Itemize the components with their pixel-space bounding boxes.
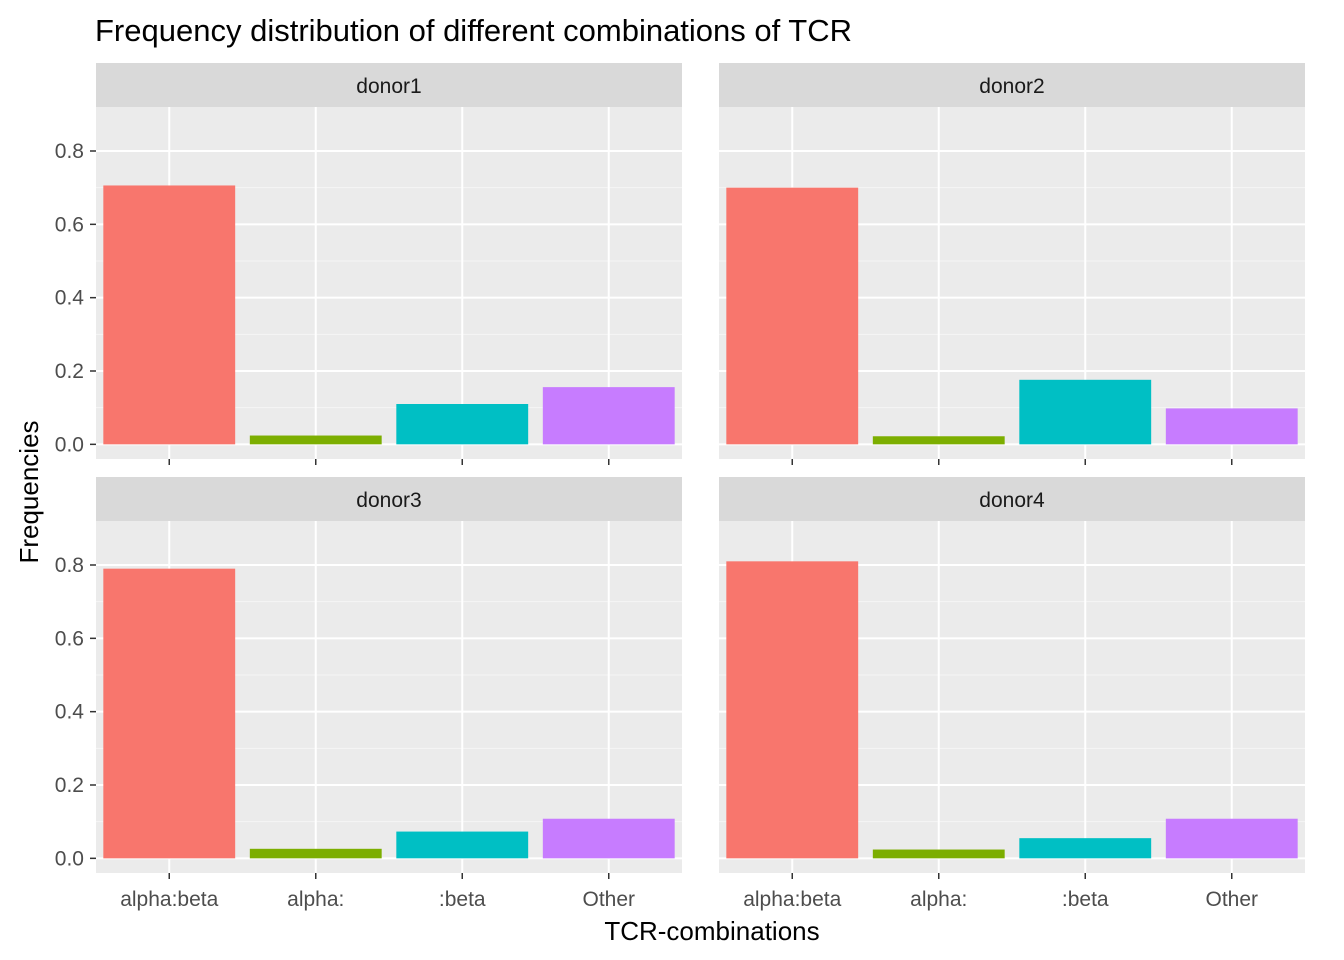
facet-panels: donor1 0.0 0.2 0.4 0.6 0.8 donor2 donor3 0.0 0.2 0… (55, 63, 1305, 911)
strip-label: donor1 (356, 75, 421, 98)
strip-label: donor3 (356, 489, 421, 512)
x-tick-label: alpha:beta (120, 888, 218, 911)
panel-donor4: donor4 alpha:beta alpha: :beta Other (719, 477, 1305, 911)
y-tick-label: 0.6 (55, 213, 84, 236)
strip-label: donor4 (979, 489, 1045, 512)
y-tick-label: 0.4 (55, 701, 85, 724)
bar-donor3-alphabeta (103, 568, 236, 859)
bar-donor2-beta (1019, 379, 1152, 445)
y-tick-label: 0.2 (55, 360, 84, 383)
panel-donor2: donor2 (719, 63, 1305, 465)
y-tick-label: 0.2 (55, 774, 84, 797)
bar-donor1-alphabeta (103, 185, 236, 445)
x-tick-label: alpha: (910, 888, 967, 911)
x-tick-label: Other (1205, 888, 1258, 911)
x-tick-label: :beta (1062, 888, 1109, 911)
bar-donor1-Other (542, 387, 675, 445)
x-axis-title: TCR-combinations (604, 916, 819, 946)
y-tick-label: 0.8 (55, 554, 84, 577)
bar-donor4-beta (1019, 838, 1152, 859)
y-tick-label: 0.4 (55, 287, 85, 310)
x-tick-label: alpha:beta (743, 888, 841, 911)
bar-donor4-Other (1165, 818, 1298, 859)
y-tick-label: 0.0 (55, 433, 84, 456)
x-tick-label: :beta (439, 888, 486, 911)
x-tick-label: Other (582, 888, 635, 911)
bar-donor2-alphabeta (726, 187, 859, 445)
bar-donor1-alpha (249, 435, 382, 445)
strip-background (96, 63, 682, 107)
bar-donor3-alpha (249, 848, 382, 859)
bar-donor4-alphabeta (726, 561, 859, 859)
strip-background (719, 63, 1305, 107)
y-axis-title: Frequencies (14, 420, 44, 563)
bar-donor3-beta (396, 831, 529, 859)
y-tick-label: 0.0 (55, 847, 84, 870)
y-tick-label: 0.8 (55, 140, 84, 163)
panel-donor1: donor1 0.0 0.2 0.4 0.6 0.8 (55, 63, 682, 465)
bar-donor1-beta (396, 404, 529, 445)
bar-donor4-alpha (872, 849, 1005, 859)
x-tick-label: alpha: (287, 888, 344, 911)
chart-title: Frequency distribution of different comb… (95, 13, 852, 48)
y-tick-label: 0.6 (55, 627, 84, 650)
strip-background (719, 477, 1305, 521)
bar-donor2-Other (1165, 408, 1298, 445)
panel-donor3: donor3 0.0 0.2 0.4 0.6 0.8 alpha:beta alpha: :be… (55, 477, 682, 911)
strip-background (96, 477, 682, 521)
strip-label: donor2 (979, 75, 1044, 98)
bar-donor2-alpha (872, 436, 1005, 445)
bar-donor3-Other (542, 818, 675, 859)
